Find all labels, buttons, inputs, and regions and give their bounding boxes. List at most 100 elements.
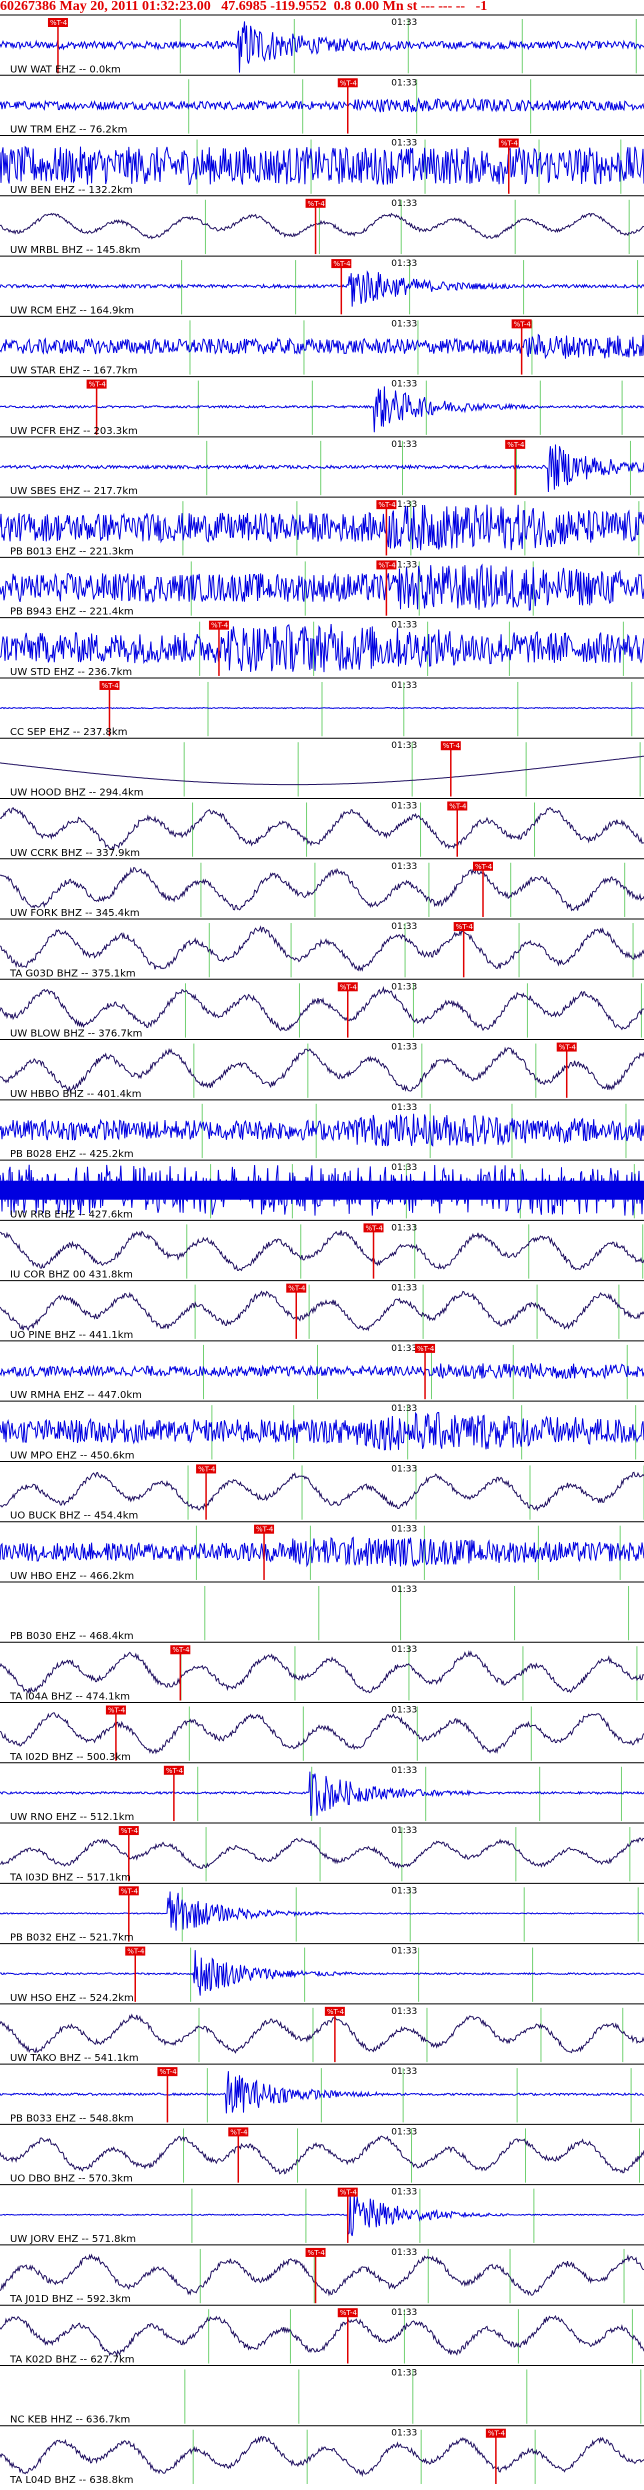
time-tick-label: 01:33: [391, 380, 417, 390]
pick-label: %T-4: [198, 1465, 216, 1473]
station-label: PB B028 EHZ -- 425.2km: [10, 1149, 134, 1160]
pick-label: %T-4: [507, 441, 525, 449]
pick-label: %T-4: [559, 1044, 577, 1052]
pick-marker: [324, 2006, 345, 2016]
trace-waveform: [0, 1712, 644, 1755]
time-tick-label: 01:33: [391, 1103, 417, 1113]
pick-label: %T-4: [327, 2008, 345, 2016]
time-tick-label: 01:33: [391, 2188, 417, 2198]
trace-waveform: [0, 212, 644, 240]
station-label: UW MPO EHZ -- 450.6km: [10, 1450, 135, 1461]
station-label: TA K02D BHZ -- 627.7km: [9, 2354, 134, 2365]
pick-marker: [363, 1223, 384, 1233]
pick-label: %T-4: [288, 1285, 306, 1293]
pick-marker: [337, 982, 358, 992]
trace-waveform: [0, 623, 644, 673]
pick-marker: [453, 922, 474, 932]
station-label: PB B033 EHZ -- 548.8km: [10, 2113, 134, 2124]
station-label: UO BUCK BHZ -- 454.4km: [10, 1511, 138, 1522]
station-label: UW HOOD BHZ -- 294.4km: [10, 787, 144, 798]
trace-waveform: [0, 1046, 644, 1094]
pick-marker: [505, 439, 526, 449]
station-label: UW CCRK BHZ -- 337.9km: [10, 848, 140, 859]
station-label: UW RCM EHZ -- 164.9km: [10, 305, 134, 316]
pick-label: %T-4: [443, 742, 461, 750]
trace-band: [0, 1180, 644, 1200]
time-tick-label: 01:33: [391, 259, 417, 269]
time-tick-label: 01:33: [391, 1464, 417, 1474]
station-label: UW TRM EHZ -- 76.2km: [10, 125, 127, 136]
trace-waveform: [0, 386, 644, 433]
trace-waveform: [0, 1411, 644, 1451]
trace-waveform: [0, 2435, 644, 2478]
pick-marker: [105, 1705, 126, 1715]
station-label: UW HBBO BHZ -- 401.4km: [10, 1089, 141, 1100]
pick-label: %T-4: [308, 200, 326, 208]
pick-label: %T-4: [50, 19, 68, 27]
pick-label: %T-4: [89, 381, 107, 389]
pick-marker: [556, 1042, 577, 1052]
pick-marker: [376, 500, 397, 510]
time-tick-label: 01:33: [391, 2248, 417, 2258]
time-tick-label: 01:33: [391, 1404, 417, 1414]
station-label: TA I02D BHZ -- 500.3km: [9, 1752, 131, 1763]
time-tick-label: 01:33: [391, 681, 417, 691]
station-label: UW RMHA EHZ -- 447.0km: [10, 1390, 142, 1401]
trace-waveform: [0, 1536, 644, 1568]
pick-label: %T-4: [378, 561, 396, 569]
station-label: PB B030 EHZ -- 468.4km: [10, 1631, 134, 1642]
station-label: UW BLOW BHZ -- 376.7km: [10, 1029, 142, 1040]
time-tick-label: 01:33: [391, 1645, 417, 1655]
pick-label: %T-4: [333, 260, 351, 268]
station-label: TA G03D BHZ -- 375.1km: [9, 968, 136, 979]
station-label: UW SBES EHZ -- 217.7km: [10, 486, 138, 497]
pick-marker: [376, 560, 397, 570]
pick-label: %T-4: [366, 1224, 384, 1232]
pick-marker: [118, 1886, 139, 1896]
time-tick-label: 01:33: [391, 1947, 417, 1957]
time-tick-label: 01:33: [391, 440, 417, 450]
station-label: UW PCFR EHZ -- 203.3km: [10, 426, 138, 437]
pick-label: %T-4: [121, 1887, 139, 1895]
time-tick-label: 01:33: [391, 2368, 417, 2378]
station-label: UW TAKO BHZ -- 541.1km: [10, 2053, 139, 2064]
trace-waveform: [0, 1771, 644, 1817]
station-label: CC SEP EHZ -- 237.8km: [10, 727, 127, 738]
pick-marker: [208, 620, 229, 630]
trace-waveform: [0, 2013, 644, 2054]
pick-marker: [415, 1343, 436, 1353]
station-label: UW HBO EHZ -- 466.2km: [10, 1571, 134, 1582]
station-label: IU COR BHZ 00 431.8km: [10, 1270, 133, 1281]
station-label: UW FORK BHZ -- 345.4km: [10, 908, 140, 919]
pick-marker: [305, 2247, 326, 2257]
station-label: PB B013 EHZ -- 221.3km: [10, 546, 134, 557]
pick-label: %T-4: [308, 2249, 326, 2257]
pick-marker: [86, 379, 107, 389]
pick-label: %T-4: [514, 320, 532, 328]
time-tick-label: 01:33: [391, 1223, 417, 1233]
time-tick-label: 01:33: [391, 2067, 417, 2077]
pick-label: %T-4: [488, 2430, 506, 2438]
station-label: UW JORV EHZ -- 571.8km: [10, 2234, 136, 2245]
trace-waveform: [0, 97, 644, 113]
trace-waveform: [0, 1471, 644, 1512]
trace-waveform: [0, 807, 644, 851]
pick-label: %T-4: [417, 1345, 435, 1353]
time-tick-label: 01:33: [391, 1043, 417, 1053]
pick-marker: [196, 1464, 217, 1474]
pick-label: %T-4: [475, 863, 493, 871]
pick-marker: [286, 1283, 307, 1293]
pick-label: %T-4: [456, 923, 474, 931]
time-tick-label: 01:33: [391, 1585, 417, 1595]
pick-marker: [163, 1765, 184, 1775]
time-tick-label: 01:33: [391, 741, 417, 751]
station-label: UW RRB EHZ -- 427.6km: [10, 1209, 133, 1220]
time-tick-label: 01:33: [391, 199, 417, 209]
station-label: TA I04A BHZ -- 474.1km: [9, 1692, 130, 1703]
trace-waveform: [0, 333, 644, 360]
trace-waveform: [0, 2253, 644, 2297]
event-header: 60267386 May 20, 2011 01:32:23.00 47.698…: [0, 0, 644, 14]
pick-label: %T-4: [166, 1767, 184, 1775]
time-tick-label: 01:33: [391, 862, 417, 872]
